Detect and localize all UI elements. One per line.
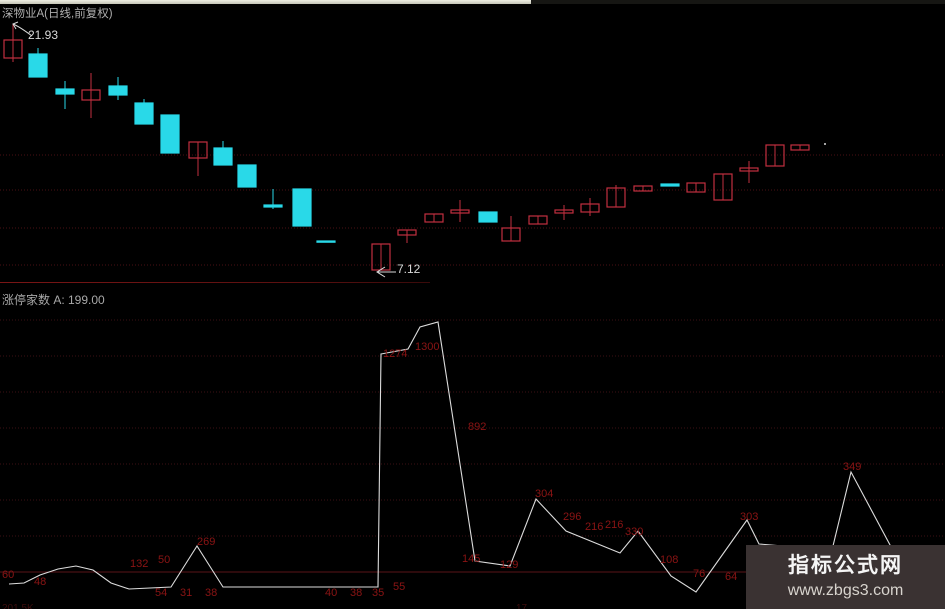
svg-text:108: 108 <box>660 554 678 566</box>
svg-text:48: 48 <box>34 576 46 588</box>
svg-text:216: 216 <box>605 519 623 531</box>
svg-text:54: 54 <box>155 587 167 599</box>
svg-text:60: 60 <box>2 569 14 581</box>
svg-text:145: 145 <box>462 553 480 565</box>
svg-text:330: 330 <box>625 526 643 538</box>
svg-text:129: 129 <box>500 559 518 571</box>
svg-text:64: 64 <box>725 571 737 583</box>
svg-text:304: 304 <box>535 488 553 500</box>
svg-text:55: 55 <box>393 581 405 593</box>
svg-text:296: 296 <box>563 511 581 523</box>
svg-text:303: 303 <box>740 511 758 523</box>
svg-text:31: 31 <box>180 587 192 599</box>
svg-text:132: 132 <box>130 558 148 570</box>
svg-text:38: 38 <box>205 587 217 599</box>
svg-text:216: 216 <box>585 521 603 533</box>
svg-text:38: 38 <box>350 587 362 599</box>
svg-text:40: 40 <box>325 587 337 599</box>
svg-text:76: 76 <box>693 568 705 580</box>
svg-text:892: 892 <box>468 421 486 433</box>
svg-text:50: 50 <box>158 554 170 566</box>
svg-text:349: 349 <box>843 461 861 473</box>
svg-text:269: 269 <box>197 536 215 548</box>
svg-text:1300: 1300 <box>415 341 439 353</box>
svg-text:35: 35 <box>372 587 384 599</box>
svg-text:1274: 1274 <box>383 348 407 360</box>
